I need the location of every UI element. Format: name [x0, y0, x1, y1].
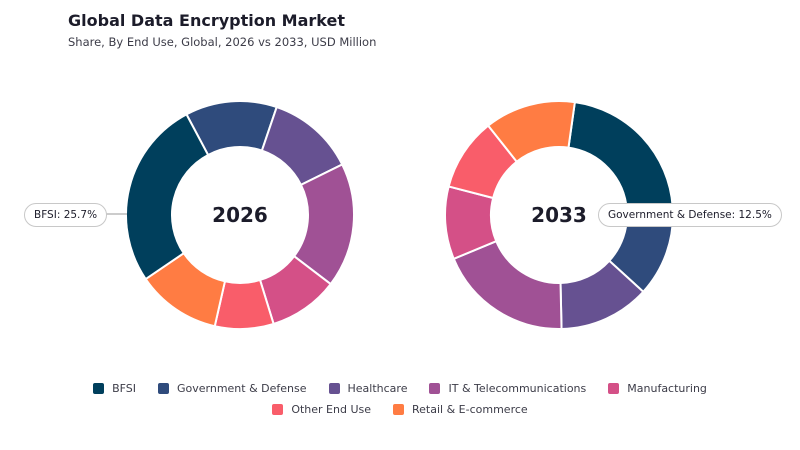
legend-swatch	[429, 383, 441, 394]
legend-item-it-and-telecommunications[interactable]: IT & Telecommunications	[429, 382, 586, 395]
slice-2026-bfsi[interactable]	[125, 112, 210, 281]
legend-label: Retail & E-commerce	[412, 403, 528, 416]
donut-center-label-2033: 2033	[531, 203, 587, 227]
slice-2033-bfsi[interactable]	[567, 100, 674, 212]
slice-2033-it-and-telecommunications[interactable]	[452, 239, 563, 330]
legend-item-bfsi[interactable]: BFSI	[93, 382, 136, 395]
legend-swatch	[272, 404, 284, 415]
legend-label: BFSI	[112, 382, 136, 395]
legend: BFSI Government & Defense Healthcare IT & T…	[40, 382, 760, 416]
slice-2033-retail-and-e-commerce[interactable]	[486, 100, 576, 164]
legend-label: Other End Use	[291, 403, 372, 416]
chart-title: Global Data Encryption Market	[68, 11, 345, 30]
legend-label: Healthcare	[347, 382, 408, 395]
legend-swatch	[608, 383, 620, 394]
legend-swatch	[93, 383, 105, 394]
legend-item-retail-and-e-commerce[interactable]: Retail & E-commerce	[393, 403, 528, 416]
legend-label: Government & Defense	[176, 382, 307, 395]
callout-label-bfsi-2026: BFSI: 25.7%	[24, 203, 108, 227]
callout-label-government-2033: Government & Defense: 12.5%	[598, 203, 782, 227]
legend-swatch	[157, 383, 169, 394]
legend-swatch	[393, 404, 405, 415]
chart-subtitle: Share, By End Use, Global, 2026 vs 2033,…	[68, 35, 377, 49]
legend-item-other-end-use[interactable]: Other End Use	[272, 403, 371, 416]
legend-label: Manufacturing	[627, 382, 707, 395]
donut-center-label-2026: 2026	[212, 203, 268, 227]
legend-swatch	[328, 383, 340, 394]
legend-item-manufacturing[interactable]: Manufacturing	[608, 382, 707, 395]
legend-item-government-and-defense[interactable]: Government & Defense	[157, 382, 307, 395]
legend-item-healthcare[interactable]: Healthcare	[328, 382, 408, 395]
legend-label: IT & Telecommunications	[448, 382, 587, 395]
